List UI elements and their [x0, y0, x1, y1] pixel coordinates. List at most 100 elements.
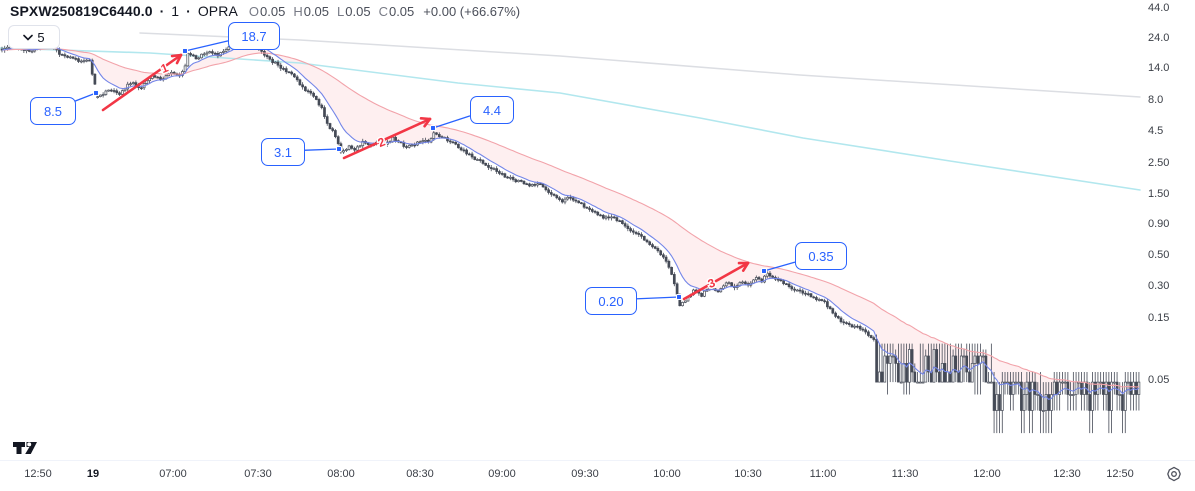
- callout-anchor-dot[interactable]: [183, 49, 188, 54]
- candle: [619, 221, 621, 222]
- candle: [682, 302, 684, 305]
- candle: [526, 184, 528, 185]
- candle: [917, 382, 919, 383]
- price-axis-label: 0.05: [1148, 374, 1169, 386]
- symbol-title[interactable]: SPXW250819C6440.0: [10, 3, 153, 19]
- candle: [851, 325, 853, 327]
- candle: [966, 356, 968, 372]
- candle: [1042, 411, 1044, 412]
- candle: [408, 145, 410, 147]
- time-axis-label: 11:30: [892, 468, 919, 480]
- candle: [414, 145, 416, 146]
- candle: [214, 53, 216, 54]
- candle: [1064, 382, 1066, 383]
- price-axis-label: 2.50: [1148, 157, 1169, 169]
- trend-arrows[interactable]: 123: [103, 55, 748, 299]
- candle: [542, 184, 544, 187]
- candle: [157, 77, 159, 78]
- candle: [999, 395, 1001, 411]
- candle: [474, 157, 476, 160]
- candle: [83, 61, 85, 62]
- candle: [285, 69, 287, 72]
- candle: [496, 169, 498, 172]
- candlestick-chart-canvas[interactable]: 123: [0, 0, 1195, 460]
- candle: [351, 146, 353, 149]
- candle: [422, 141, 424, 142]
- candle: [69, 57, 71, 58]
- legend-collapse-button[interactable]: 5: [8, 25, 60, 49]
- candle: [1056, 382, 1058, 394]
- price-callout-label[interactable]: 0.35: [795, 242, 847, 270]
- callout-anchor-dot[interactable]: [94, 91, 99, 96]
- candle: [132, 83, 134, 84]
- candle: [613, 217, 615, 218]
- candle: [635, 232, 637, 233]
- price-callout-label[interactable]: 4.4: [470, 96, 514, 124]
- ema-fast-line[interactable]: [2, 44, 1139, 400]
- callout-anchor-dot[interactable]: [762, 269, 767, 274]
- candle: [110, 90, 112, 91]
- candle: [537, 184, 539, 185]
- candle: [269, 57, 271, 60]
- callout-anchor-dots[interactable]: [94, 49, 767, 300]
- cyan-trendline[interactable]: [0, 48, 1140, 190]
- callout-anchor-dot[interactable]: [431, 126, 436, 131]
- candle: [1029, 382, 1031, 410]
- candle: [299, 80, 301, 85]
- candle: [676, 284, 678, 294]
- candle: [643, 236, 645, 240]
- candle: [550, 193, 552, 195]
- tradingview-logo[interactable]: [11, 438, 43, 458]
- candle: [154, 76, 156, 78]
- price-callout-label[interactable]: 18.7: [228, 22, 280, 50]
- axis-settings-gear-icon[interactable]: [1164, 464, 1184, 484]
- candle: [944, 363, 946, 382]
- price-callout-label[interactable]: 3.1: [261, 138, 305, 166]
- candle: [99, 95, 101, 97]
- candle: [785, 284, 787, 285]
- price-axis-label: 8.0: [1148, 94, 1163, 106]
- candle: [211, 52, 213, 54]
- time-axis-label: 08:00: [327, 468, 355, 480]
- callout-anchor-dot[interactable]: [337, 147, 342, 152]
- candlestick-series: [1, 38, 1140, 433]
- candle: [94, 74, 96, 84]
- time-axis-label: 19: [87, 468, 99, 480]
- candle: [293, 74, 295, 77]
- candle: [1122, 395, 1124, 411]
- candle: [985, 356, 987, 382]
- candle: [509, 177, 511, 178]
- candle: [938, 372, 940, 382]
- candle: [919, 382, 921, 383]
- candle: [796, 290, 798, 291]
- candle: [31, 51, 33, 52]
- candle: [1089, 395, 1091, 411]
- callout-anchor-dot[interactable]: [677, 295, 682, 300]
- candle: [591, 210, 593, 212]
- ema-slow-line[interactable]: [2, 49, 1139, 387]
- candle: [7, 47, 9, 48]
- candle: [1040, 395, 1042, 411]
- candle: [742, 282, 744, 283]
- price-callout-label[interactable]: 8.5: [30, 97, 76, 125]
- candle: [559, 198, 561, 200]
- candle: [67, 56, 69, 57]
- candle: [304, 87, 306, 91]
- candle: [280, 65, 282, 68]
- candle: [941, 363, 943, 382]
- candle: [772, 276, 774, 277]
- candle: [862, 329, 864, 330]
- price-axis-label: 44.0: [1148, 2, 1169, 14]
- candle: [1072, 395, 1074, 396]
- interval-label[interactable]: 1: [171, 3, 179, 19]
- candle: [345, 149, 347, 150]
- exchange-label: OPRA: [198, 3, 238, 19]
- price-callout-label[interactable]: 0.20: [585, 287, 637, 315]
- candle: [731, 283, 733, 287]
- candle: [332, 129, 334, 131]
- candle: [531, 184, 533, 186]
- candle: [1053, 382, 1055, 394]
